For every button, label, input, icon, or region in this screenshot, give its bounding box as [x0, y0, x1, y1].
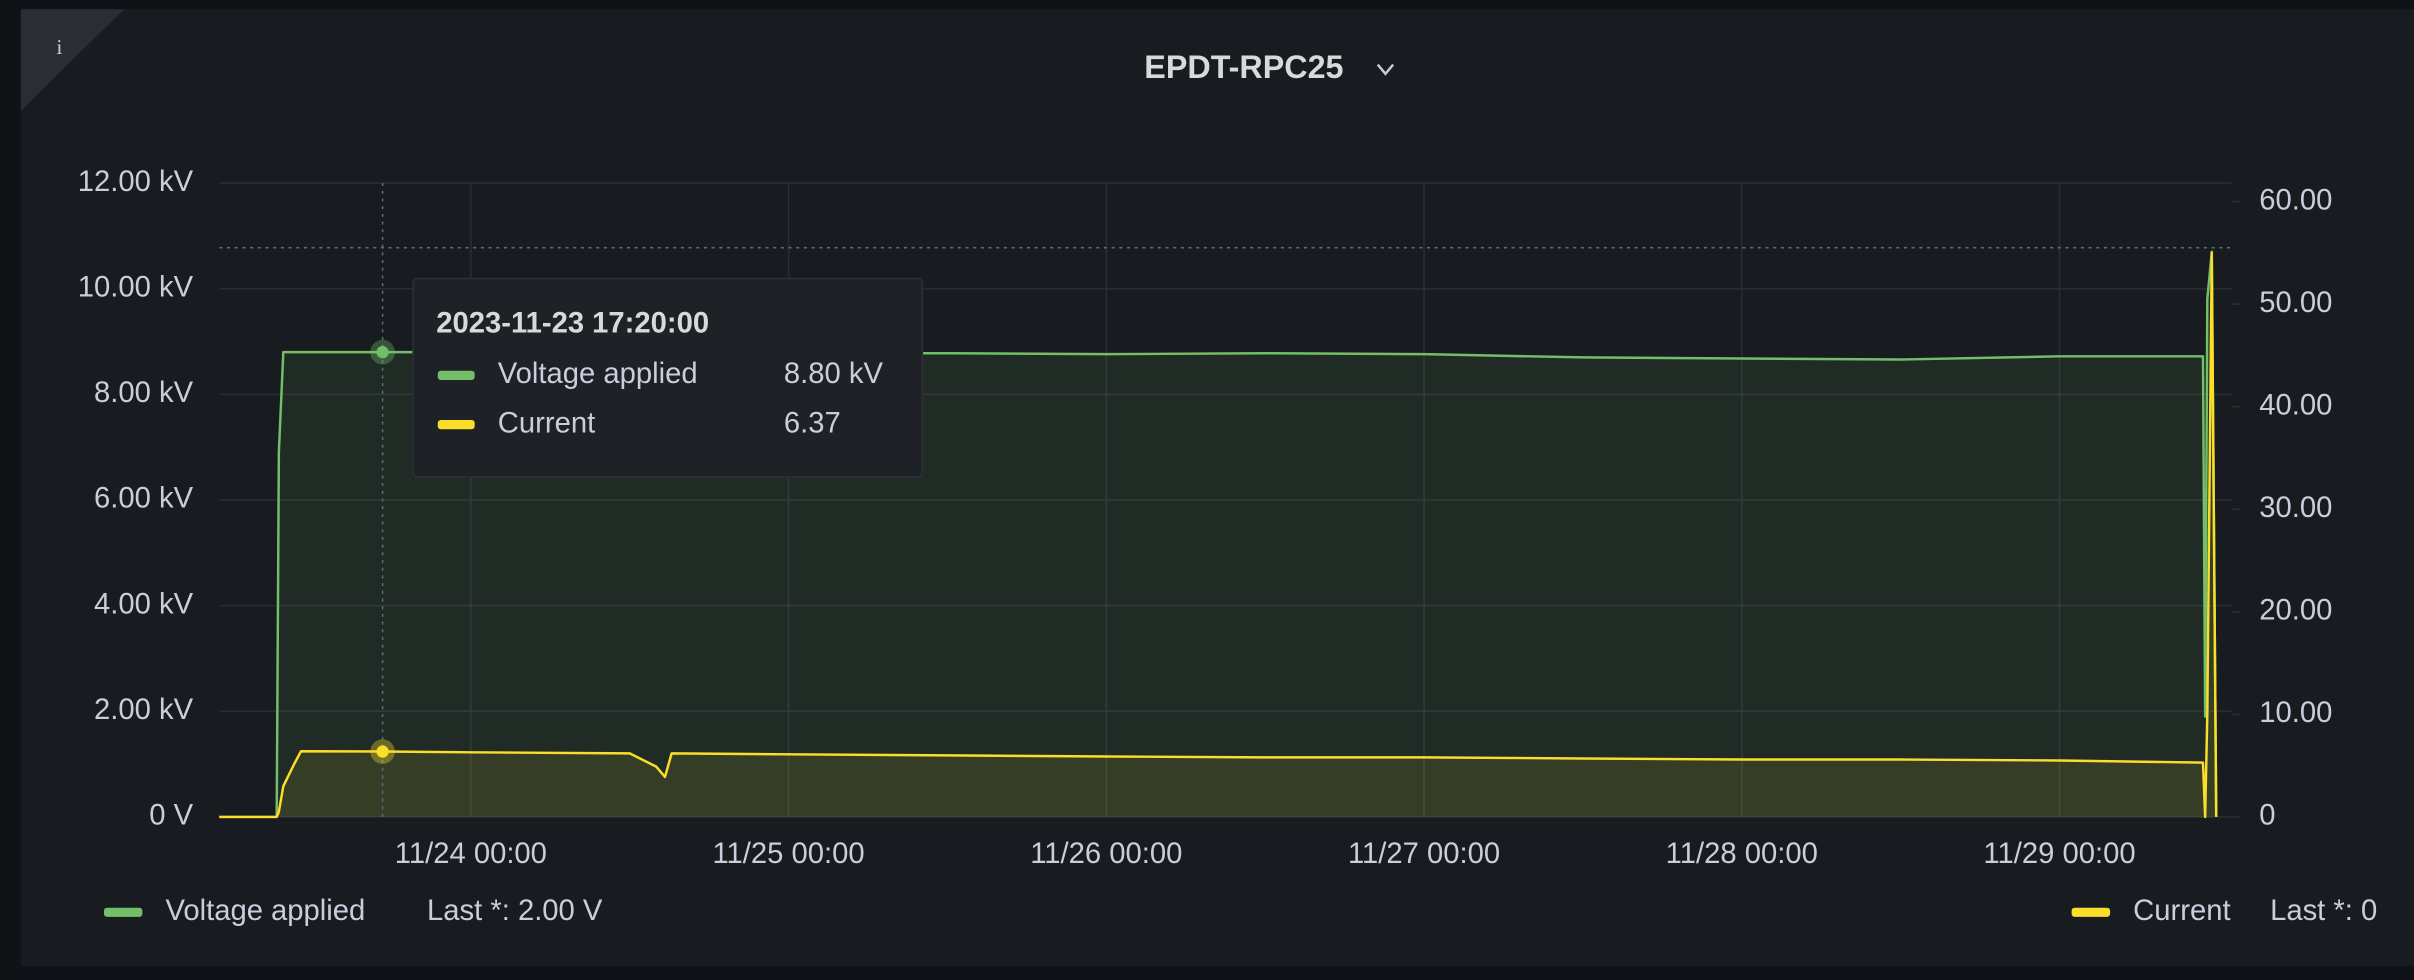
chart-title[interactable]: EPDT-RPC25 [1144, 49, 1343, 85]
y2-tick-label: 50.00 [2259, 287, 2332, 319]
x-tick-label: 11/28 00:00 [1666, 838, 1818, 870]
x-tick-label: 11/24 00:00 [395, 838, 547, 870]
tooltip-value: 6.37 [784, 407, 841, 439]
legend-swatch[interactable] [2071, 907, 2111, 917]
legend-swatch[interactable] [103, 907, 143, 917]
y-tick-label: 2.00 kV [94, 694, 194, 726]
y2-tick-label: 0 [2259, 800, 2275, 832]
tooltip-swatch [437, 420, 475, 430]
tooltip-time: 2023-11-23 17:20:00 [436, 307, 709, 339]
y-tick-label: 6.00 kV [94, 483, 194, 515]
legend-stat[interactable]: Last *: 2.00 V [427, 895, 603, 927]
legend-label[interactable]: Current [2133, 895, 2230, 927]
hover-point [376, 745, 389, 758]
y-tick-label: 10.00 kV [78, 271, 194, 303]
y2-tick-label: 20.00 [2259, 595, 2332, 627]
tooltip-value: 8.80 kV [784, 358, 884, 390]
y2-tick-label: 30.00 [2259, 492, 2332, 524]
x-tick-label: 11/25 00:00 [712, 838, 864, 870]
legend: Voltage applied Last *: 2.00 V Current Last… [103, 895, 2377, 927]
tooltip-series-name: Voltage applied [498, 358, 698, 390]
x-tick-label: 11/29 00:00 [1983, 838, 2135, 870]
panel [20, 9, 2414, 967]
tooltip: 2023-11-23 17:20:00 Voltage applied 8.80 k… [219, 183, 2232, 817]
hover-point [376, 345, 389, 359]
y2-tick-label: 40.00 [2259, 389, 2332, 421]
tooltip-swatch [437, 370, 475, 380]
x-tick-label: 11/26 00:00 [1030, 838, 1182, 870]
series-line [219, 251, 2218, 819]
y2-tick-label: 10.00 [2259, 697, 2332, 729]
tooltip-box [412, 277, 924, 478]
title-chevron[interactable] [1376, 63, 1395, 76]
tooltip-series-name: Current [498, 407, 595, 439]
y-tick-label: 4.00 kV [94, 588, 194, 620]
y-tick-label: 0 V [149, 800, 193, 832]
x-tick-label: 11/27 00:00 [1348, 838, 1500, 870]
grid: 0 V 2.00 kV 4.00 kV 6.00 kV 8.00 kV 10.00 kV 1… [78, 166, 2333, 870]
legend-stat[interactable]: Last *: 0 [2270, 895, 2377, 927]
y2-tick-label: 60.00 [2259, 184, 2332, 216]
legend-label[interactable]: Voltage applied [165, 895, 365, 927]
y-tick-label: 8.00 kV [94, 377, 194, 409]
y-tick-label: 12.00 kV [78, 166, 194, 198]
info-icon[interactable]: i [56, 35, 62, 59]
